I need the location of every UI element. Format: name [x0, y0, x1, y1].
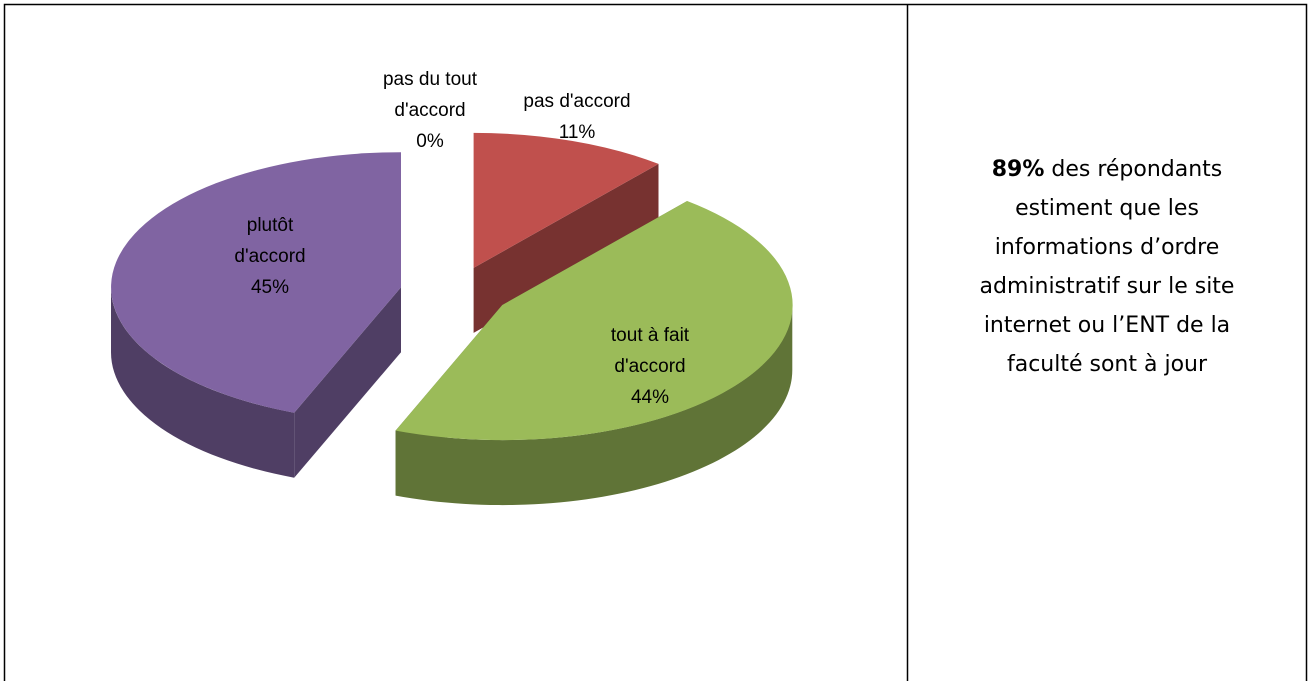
slice-label: pas du tout d'accord 0%: [370, 64, 490, 157]
value-label: 44%: [630, 387, 670, 408]
value-label: 0%: [416, 131, 444, 152]
table-border: [3, 3, 1308, 681]
slice-side: [294, 287, 401, 478]
text: des répondants estiment que les informat…: [979, 157, 1235, 377]
slice-label: tout à fait d'accord 44%: [595, 320, 705, 413]
side-text: 89% des répondants estiment que les info…: [962, 150, 1252, 384]
slice-label: plutôt d'accord 45%: [210, 210, 330, 303]
slice-label: pas d'accord 11%: [502, 86, 652, 148]
slice-side: [473, 163, 659, 333]
category-label: pas du tout d'accord: [382, 69, 478, 121]
slice-wall: [111, 287, 295, 478]
slice: [395, 201, 793, 441]
category-label: tout à fait d'accord: [610, 325, 690, 377]
pie: [111, 132, 793, 506]
slice-wall: [395, 305, 793, 506]
slice: [473, 132, 659, 268]
slice: [111, 152, 401, 413]
value-label: 11%: [558, 122, 596, 143]
category-label: pas d'accord: [523, 91, 631, 112]
highlight: 89%: [991, 157, 1045, 182]
value-label: 45%: [250, 277, 290, 298]
category-label: plutôt d'accord: [234, 215, 306, 267]
